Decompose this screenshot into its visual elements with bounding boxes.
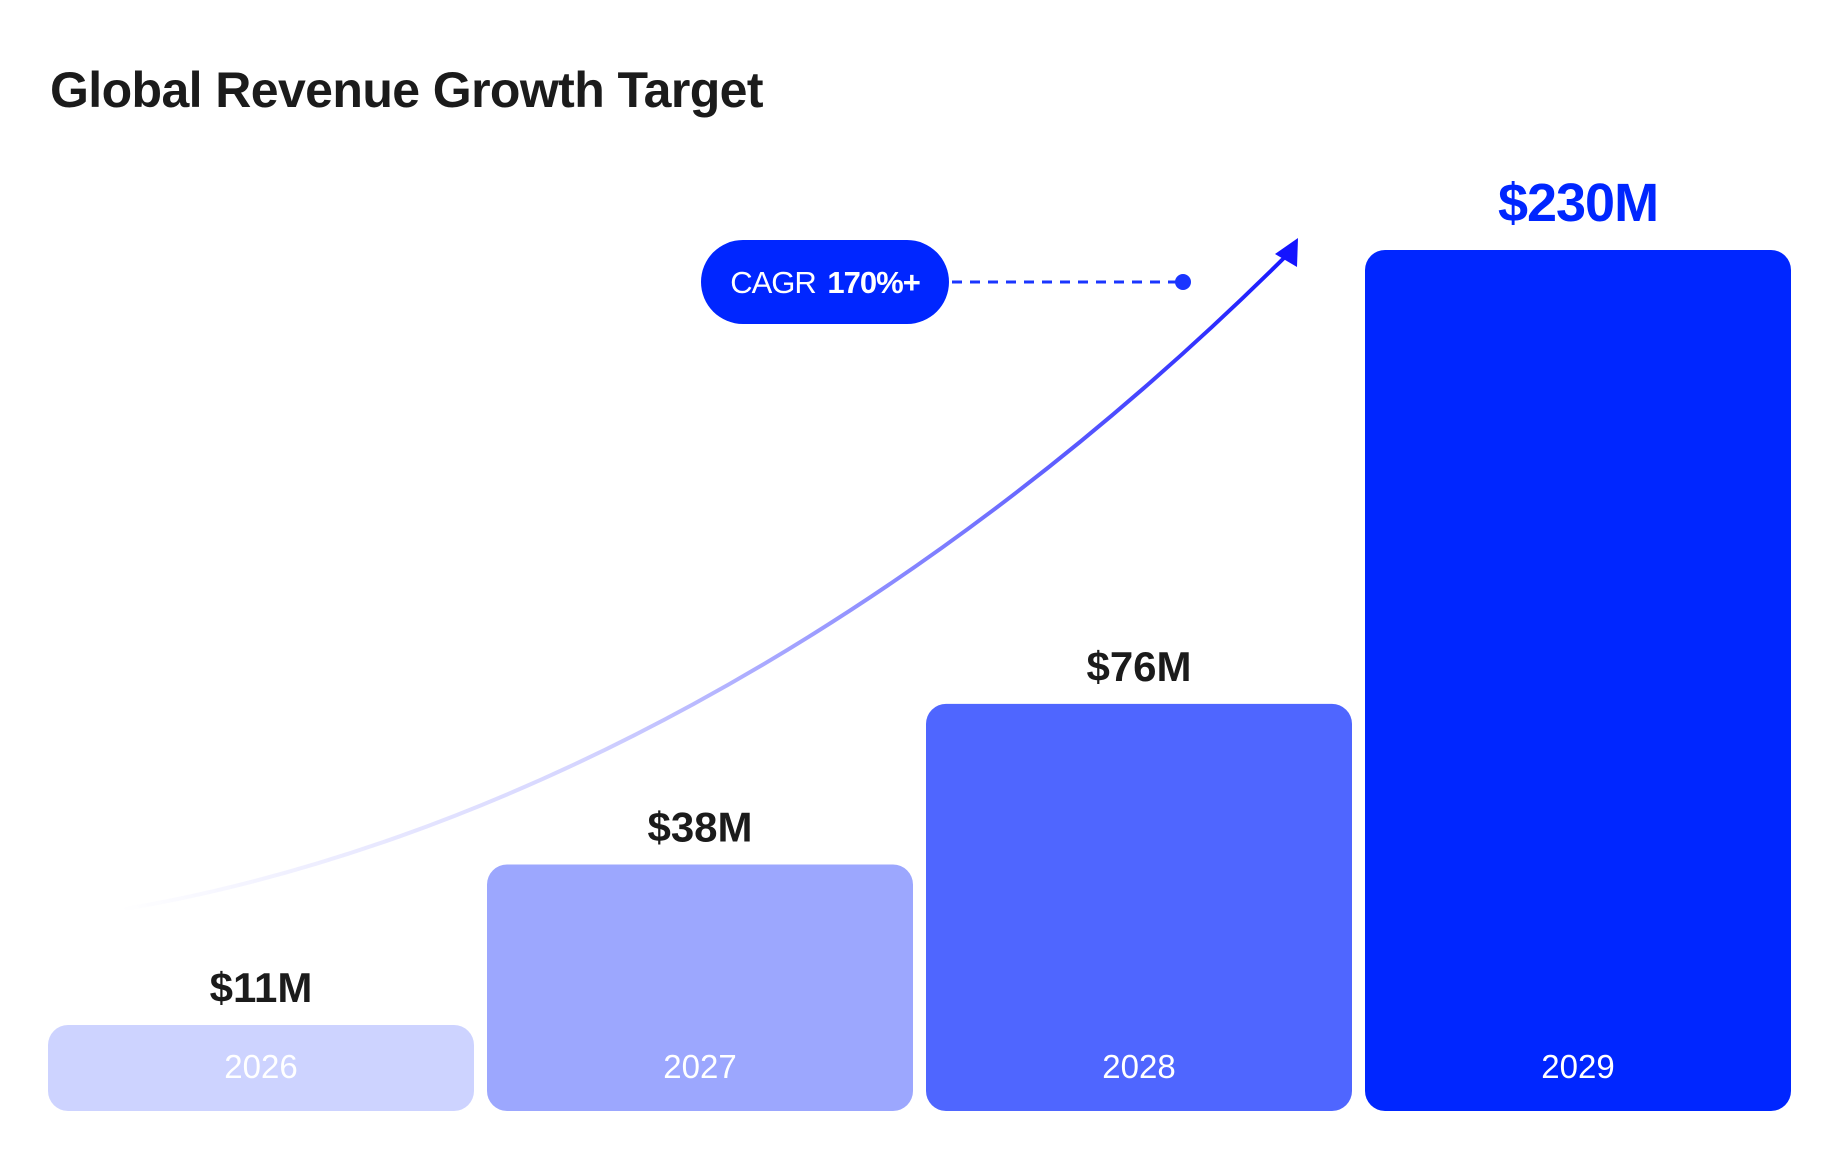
year-label-2026: 2026 [224, 1048, 297, 1085]
year-label-2029: 2029 [1541, 1048, 1614, 1085]
chart-title: Global Revenue Growth Target [50, 62, 764, 118]
year-label-2027: 2027 [663, 1048, 736, 1085]
cagr-value: 170%+ [827, 265, 919, 300]
bar-2029 [1365, 250, 1791, 1111]
value-label-2026: $11M [210, 964, 313, 1011]
value-label-2027: $38M [647, 804, 752, 851]
bar-2028 [926, 703, 1352, 1111]
year-label-2028: 2028 [1102, 1048, 1175, 1085]
cagr-pill [701, 240, 949, 324]
bars-group: 2026 $11M 2027 $38M 2028 $76M 2029 $230M [48, 173, 1791, 1111]
growth-trend-curve [117, 250, 1292, 912]
arrow-head-icon [1275, 238, 1298, 267]
cagr-annotation: CAGR 170%+ [701, 240, 1191, 324]
cagr-label: CAGR [730, 265, 816, 300]
value-label-2028: $76M [1086, 643, 1191, 690]
bar-2027 [487, 864, 913, 1111]
cagr-text: CAGR 170%+ [730, 265, 920, 300]
value-label-2029: $230M [1498, 173, 1658, 233]
bar-2026 [48, 1025, 474, 1111]
cagr-leader-dot [1175, 274, 1191, 290]
